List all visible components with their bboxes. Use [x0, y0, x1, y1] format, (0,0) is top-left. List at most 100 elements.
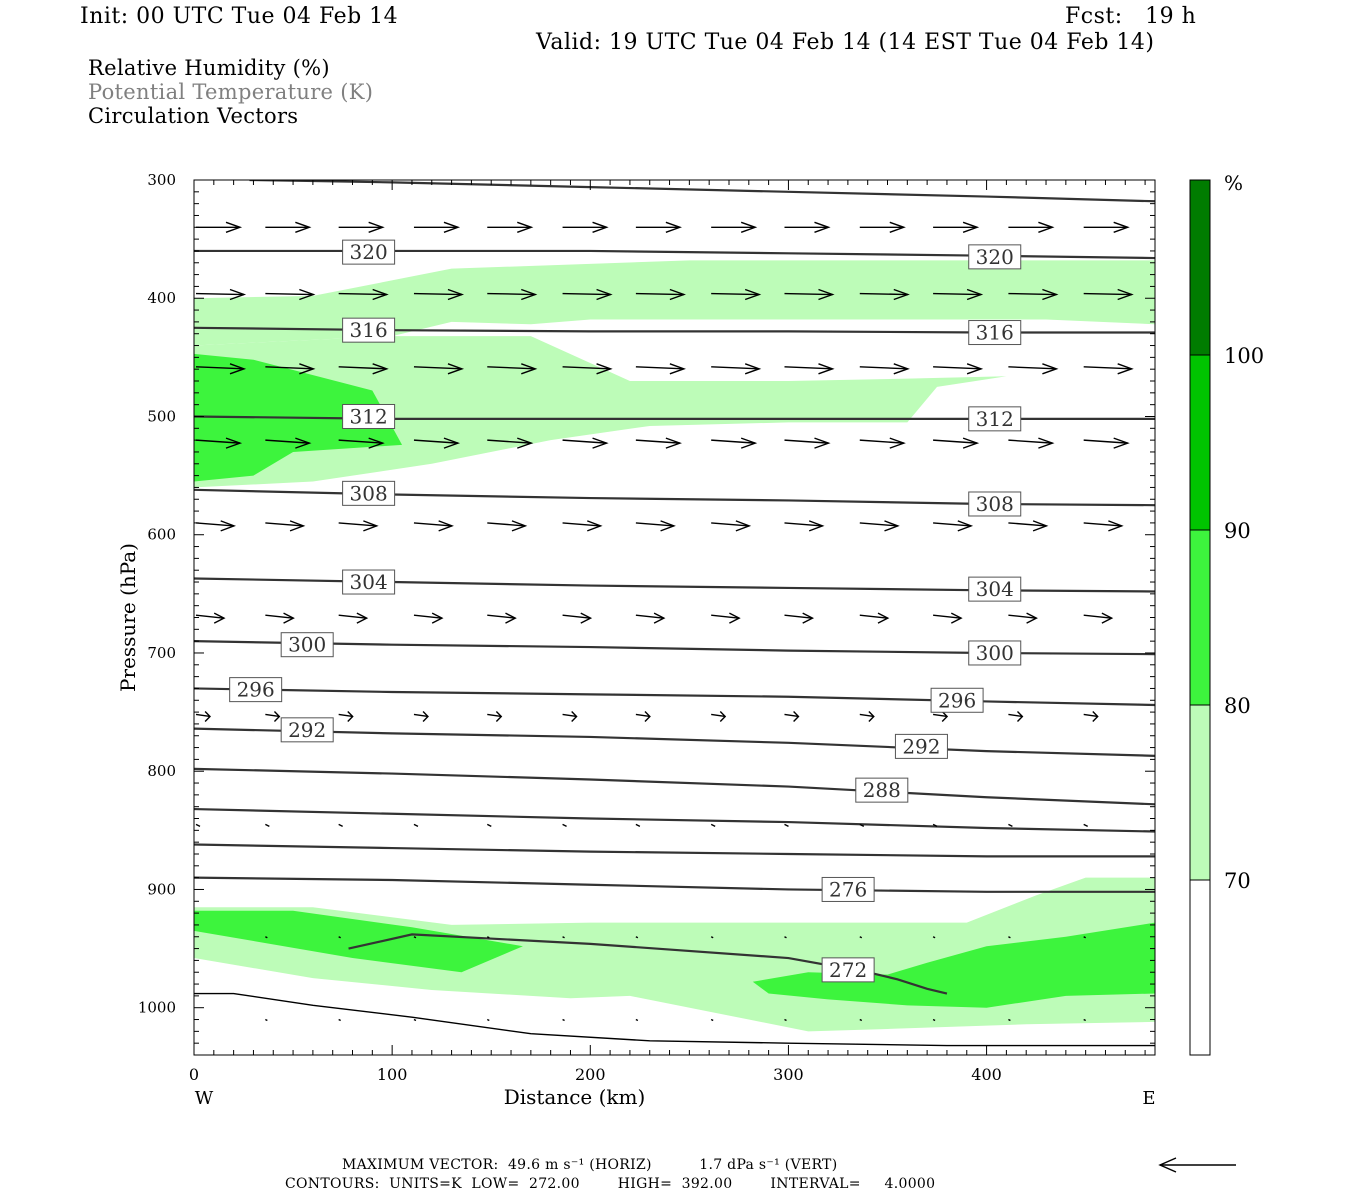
svg-text:316: 316 [976, 321, 1014, 345]
circulation-vector [711, 612, 741, 624]
svg-text:300: 300 [976, 641, 1014, 665]
svg-text:296: 296 [237, 678, 275, 702]
circulation-vector [338, 520, 379, 532]
circulation-vector [562, 1018, 565, 1022]
rh-region-5 [752, 922, 1155, 1008]
x-tick-label: 300 [773, 1065, 804, 1084]
circulation-vector [338, 1018, 341, 1022]
colorbar-band-0 [1189, 879, 1211, 1056]
svg-text:312: 312 [976, 407, 1014, 431]
circulation-vector [487, 437, 534, 449]
circulation-vector [338, 288, 389, 301]
x-tick-label: 400 [971, 1065, 1002, 1084]
circulation-vector [1008, 363, 1059, 375]
circulation-vector [1008, 936, 1011, 939]
circulation-vector [784, 363, 835, 375]
circulation-vector [413, 612, 444, 624]
isentrope-label-276-0: 276 [821, 876, 875, 902]
y-axis-title: Pressure (hPa) [116, 543, 140, 692]
circulation-vector [562, 612, 593, 624]
circulation-vector [933, 612, 963, 624]
circulation-vector [635, 520, 676, 532]
isentrope-label-308-0: 308 [342, 480, 396, 506]
y-tick-label: 500 [147, 407, 176, 425]
circulation-vector [710, 936, 714, 939]
circulation-vector [711, 221, 758, 233]
isentrope-label-320-0: 320 [342, 239, 396, 265]
circulation-vector [1008, 221, 1055, 233]
circulation-vector [1008, 437, 1055, 449]
circulation-vector [338, 936, 341, 939]
isentrope-label-312-1: 312 [968, 406, 1022, 432]
circulation-vector [265, 437, 312, 449]
circulation-vector [784, 288, 835, 301]
circulation-vector [195, 288, 247, 301]
isentrope-label-320-1: 320 [968, 244, 1022, 270]
circulation-vector [1008, 612, 1038, 624]
isentrope-288 [194, 767, 1155, 806]
circulation-vector [859, 288, 910, 301]
circulation-vector [1008, 288, 1059, 301]
circulation-vector [413, 221, 461, 233]
rh-region-4 [194, 910, 523, 973]
circulation-vector [413, 936, 417, 939]
circulation-vector [933, 520, 974, 532]
isentrope-label-316-1: 316 [968, 320, 1022, 346]
circulation-vector [784, 936, 787, 939]
y-tick-label: 300 [147, 171, 176, 189]
x-tick-label: 100 [377, 1065, 408, 1084]
isentrope-label-292-0: 292 [280, 717, 334, 743]
isentrope-label-272-0: 272 [821, 957, 875, 983]
circulation-vector [635, 1018, 639, 1022]
circulation-vector [562, 710, 578, 722]
y-tick-label: 1000 [138, 999, 176, 1017]
svg-text:304: 304 [976, 577, 1014, 601]
circulation-vector [933, 288, 984, 301]
colorbar-unit: % [1224, 171, 1243, 195]
circulation-vector [711, 437, 758, 449]
circulation-vector [784, 823, 789, 828]
circulation-vector [784, 710, 800, 722]
valid-time: Valid: 19 UTC Tue 04 Feb 14 (14 EST Tue … [536, 30, 1155, 55]
circulation-vector [562, 520, 603, 532]
circulation-vector [711, 288, 762, 301]
isentrope-284 [194, 807, 1155, 833]
circulation-vector [710, 1018, 714, 1022]
circulation-vector [265, 936, 268, 939]
circulation-vector [859, 710, 875, 722]
circulation-vector [265, 1018, 268, 1022]
circulation-vector [635, 936, 639, 939]
circulation-vector [1083, 288, 1134, 301]
circulation-vector [1083, 936, 1086, 939]
circulation-vector [1083, 221, 1130, 233]
circulation-vector [487, 520, 528, 532]
circulation-vector [338, 437, 385, 449]
circulation-vector [265, 363, 316, 375]
circulation-vector [338, 221, 385, 233]
circulation-vector [635, 288, 686, 301]
circulation-vector [486, 936, 490, 939]
circulation-vector [932, 936, 936, 939]
circulation-vector [195, 437, 243, 449]
svg-text:276: 276 [829, 877, 867, 901]
circulation-vector [562, 936, 565, 939]
circulation-vector [1083, 612, 1114, 624]
circulation-vector [932, 710, 949, 722]
circulation-vector [1083, 520, 1124, 532]
footer-contours: CONTOURS: UNITS=K LOW= 272.00 HIGH= 392.… [285, 1176, 936, 1192]
circulation-vector [1083, 1018, 1086, 1022]
svg-text:288: 288 [863, 778, 901, 802]
circulation-vector [859, 936, 863, 939]
isentrope-label-288-0: 288 [855, 777, 909, 803]
circulation-vector [413, 363, 465, 375]
circulation-vector [859, 520, 900, 532]
circulation-vector [859, 221, 906, 233]
circulation-vector [635, 363, 686, 375]
isentrope-label-296-0: 296 [229, 677, 283, 703]
svg-text:296: 296 [938, 688, 976, 712]
forecast-hour: Fcst: 19 h [1065, 4, 1197, 29]
isentrope-276 [194, 876, 1155, 893]
circulation-vector [562, 823, 567, 828]
circulation-vector [711, 363, 762, 375]
